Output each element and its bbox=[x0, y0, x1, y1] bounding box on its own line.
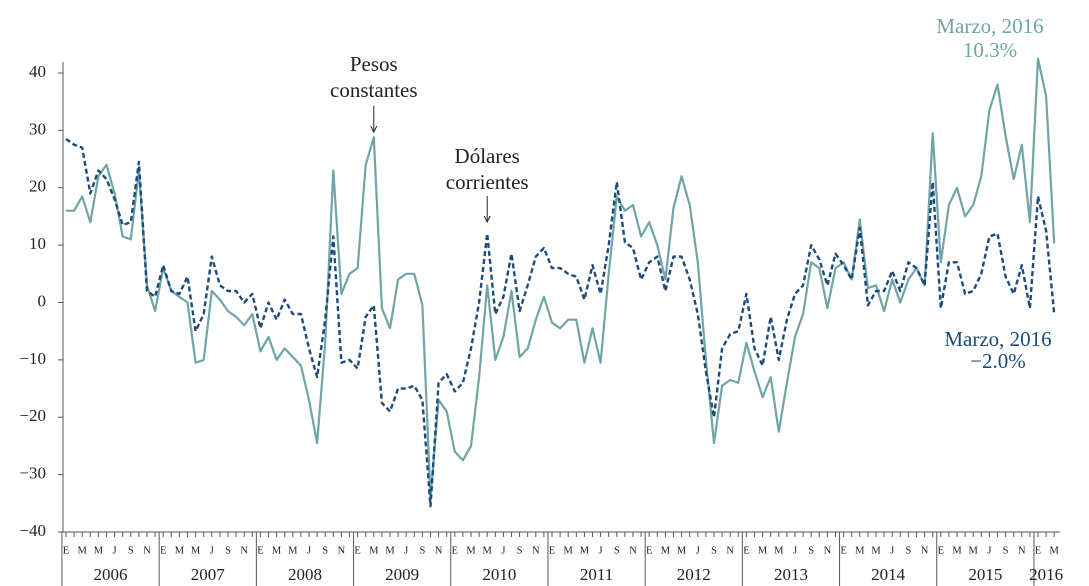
x-tick-label: M bbox=[385, 545, 395, 556]
x-tick-label: N bbox=[726, 545, 734, 556]
x-tick-label: E bbox=[743, 545, 749, 556]
x-tick-label: J bbox=[113, 545, 117, 556]
end-label-date: Marzo, 2016 bbox=[936, 14, 1043, 38]
x-tick-label: N bbox=[1018, 545, 1026, 556]
x-tick-label: S bbox=[128, 545, 134, 556]
arrow-head bbox=[483, 215, 491, 224]
x-tick-label: J bbox=[501, 545, 505, 556]
x-tick-label: M bbox=[483, 545, 493, 556]
year-label: 2007 bbox=[191, 565, 226, 584]
x-tick-label: M bbox=[871, 545, 881, 556]
x-tick-label: M bbox=[661, 545, 671, 556]
x-tick-label: M bbox=[1050, 545, 1060, 556]
x-tick-label: M bbox=[369, 545, 379, 556]
y-tick-label: −40 bbox=[19, 521, 46, 540]
x-tick-label: N bbox=[240, 545, 248, 556]
x-tick-label: M bbox=[855, 545, 865, 556]
y-tick-label: −10 bbox=[19, 349, 46, 368]
x-tick-label: N bbox=[629, 545, 637, 556]
y-tick-label: 30 bbox=[29, 119, 46, 138]
x-tick-label: M bbox=[774, 545, 784, 556]
x-tick-label: M bbox=[78, 545, 88, 556]
year-label: 2011 bbox=[580, 565, 613, 584]
series-line bbox=[66, 57, 1056, 499]
x-tick-label: E bbox=[1035, 545, 1041, 556]
x-tick-label: E bbox=[63, 545, 69, 556]
year-label: 2012 bbox=[677, 565, 711, 584]
x-tick-label: J bbox=[890, 545, 894, 556]
x-tick-label: J bbox=[599, 545, 603, 556]
x-tick-label: N bbox=[338, 545, 346, 556]
x-tick-label: J bbox=[793, 545, 797, 556]
y-tick-label: −20 bbox=[19, 406, 46, 425]
x-tick-label: N bbox=[921, 545, 929, 556]
year-label: 2010 bbox=[482, 565, 516, 584]
x-tick-label: E bbox=[938, 545, 944, 556]
x-tick-label: M bbox=[175, 545, 185, 556]
year-label: 2008 bbox=[288, 565, 322, 584]
x-tick-label: M bbox=[677, 545, 687, 556]
year-label: 2013 bbox=[774, 565, 808, 584]
x-tick-label: S bbox=[711, 545, 717, 556]
x-tick-label: E bbox=[549, 545, 555, 556]
x-tick-label: E bbox=[160, 545, 166, 556]
x-tick-label: J bbox=[210, 545, 214, 556]
x-tick-label: J bbox=[696, 545, 700, 556]
y-tick-label: 20 bbox=[29, 177, 46, 196]
x-tick-label: J bbox=[987, 545, 991, 556]
x-tick-label: S bbox=[905, 545, 911, 556]
x-tick-label: M bbox=[466, 545, 476, 556]
x-tick-label: M bbox=[272, 545, 282, 556]
x-tick-label: S bbox=[808, 545, 814, 556]
end-label-value: 10.3% bbox=[963, 38, 1017, 62]
x-tick-label: S bbox=[225, 545, 231, 556]
x-tick-label: N bbox=[143, 545, 151, 556]
x-tick-label: M bbox=[564, 545, 574, 556]
y-tick-label: 40 bbox=[29, 62, 46, 81]
x-tick-label: E bbox=[354, 545, 360, 556]
y-tick-label: 10 bbox=[29, 234, 46, 253]
end-label-date: Marzo, 2016 bbox=[944, 327, 1051, 351]
x-tick-label: S bbox=[419, 545, 425, 556]
x-tick-label: M bbox=[580, 545, 590, 556]
x-tick-label: S bbox=[322, 545, 328, 556]
x-tick-label: J bbox=[404, 545, 408, 556]
x-tick-label: J bbox=[307, 545, 311, 556]
year-label: 2016 bbox=[1029, 565, 1063, 584]
x-tick-label: N bbox=[532, 545, 540, 556]
x-tick-label: M bbox=[94, 545, 104, 556]
year-label: 2014 bbox=[871, 565, 906, 584]
x-tick-label: M bbox=[758, 545, 768, 556]
year-label: 2006 bbox=[94, 565, 128, 584]
arrow-head bbox=[370, 125, 378, 134]
x-tick-label: M bbox=[952, 545, 962, 556]
end-label-value: −2.0% bbox=[970, 349, 1026, 373]
x-tick-label: N bbox=[435, 545, 443, 556]
series-annotation: Pesos constantes bbox=[330, 52, 417, 102]
x-tick-label: E bbox=[452, 545, 458, 556]
series-annotation: Dólares corrientes bbox=[446, 144, 529, 194]
y-tick-label: −30 bbox=[19, 464, 46, 483]
x-tick-label: N bbox=[824, 545, 832, 556]
year-label: 2015 bbox=[968, 565, 1002, 584]
x-tick-label: E bbox=[646, 545, 652, 556]
x-tick-label: M bbox=[969, 545, 979, 556]
x-tick-label: M bbox=[191, 545, 201, 556]
y-tick-label: 0 bbox=[38, 291, 47, 310]
x-tick-label: S bbox=[1003, 545, 1009, 556]
year-label: 2009 bbox=[385, 565, 419, 584]
x-tick-label: S bbox=[517, 545, 523, 556]
x-tick-label: M bbox=[288, 545, 298, 556]
x-tick-label: E bbox=[257, 545, 263, 556]
x-tick-label: E bbox=[840, 545, 846, 556]
x-tick-label: S bbox=[614, 545, 620, 556]
series-line bbox=[65, 138, 1056, 508]
